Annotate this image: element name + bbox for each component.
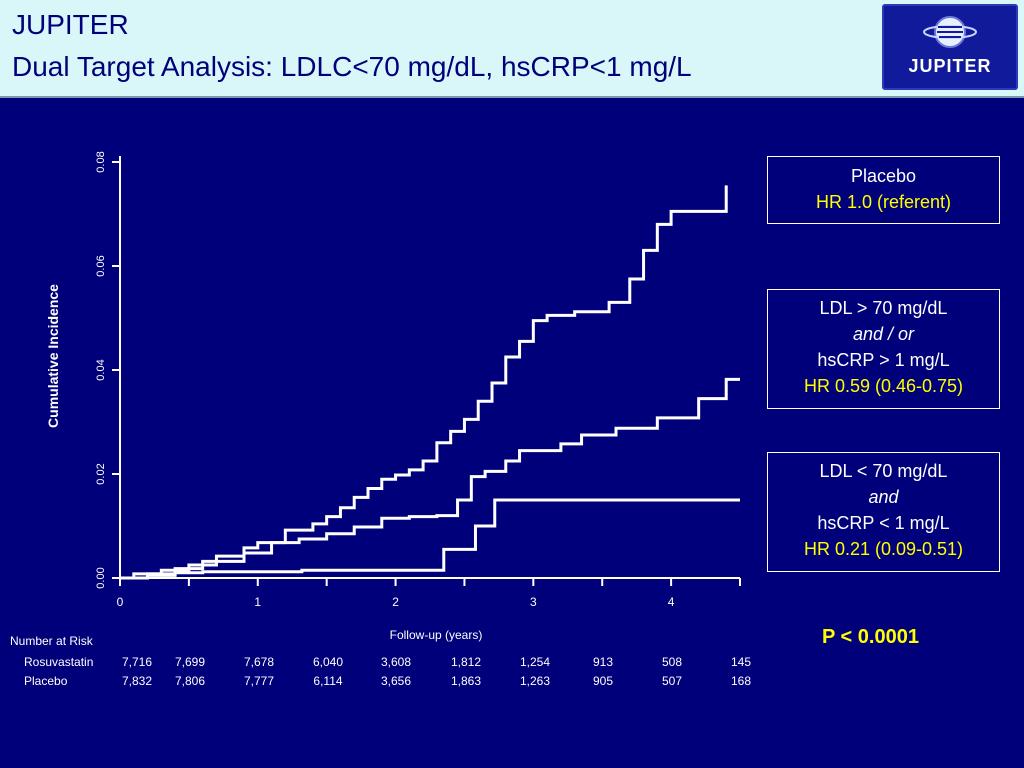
risk-cell: 6,114 (313, 674, 342, 688)
x-tick-label: 4 (668, 595, 675, 609)
y-tick-label: 0.08 (95, 151, 107, 172)
risk-cell: 7,777 (244, 674, 274, 688)
risk-cell: 905 (593, 674, 613, 688)
risk-cell: 7,716 (122, 655, 152, 669)
risk-cell: 508 (662, 655, 682, 669)
logo-text: JUPITER (908, 56, 992, 76)
jupiter-logo: JUPITER (882, 4, 1018, 90)
risk-row-label: Placebo (24, 674, 68, 688)
risk-cell: 1,263 (520, 674, 550, 688)
legend-ldl-low-line1: LDL < 70 mg/dL (819, 461, 948, 481)
number-at-risk-table: Number at Risk Rosuvastatin 7,716 7,699 7,67… (10, 634, 751, 688)
kaplan-meier-chart: 0 1 2 3 4 0.00 0.02 0.04 0.06 0.08 Cumulative Inc… (10, 151, 751, 688)
legend-placebo: Placebo HR 1.0 (referent) (767, 156, 1000, 224)
risk-cell: 145 (731, 655, 751, 669)
slide-subtitle: Dual Target Analysis: LDLC<70 mg/dL, hsC… (12, 51, 692, 82)
risk-cell: 7,678 (244, 655, 274, 669)
risk-cell: 507 (662, 674, 682, 688)
legend-ldl-high: LDL > 70 mg/dL and / or hsCRP > 1 mg/L H… (767, 289, 1000, 409)
title-bar: JUPITER Dual Target Analysis: LDLC<70 mg… (0, 0, 1024, 98)
legend-placebo-label: Placebo (850, 166, 917, 186)
x-axis-label: Follow-up (years) (390, 628, 483, 642)
y-tick-label: 0.00 (95, 567, 107, 588)
x-tick-label: 2 (392, 595, 399, 609)
jupiter-planet-logo-icon (923, 16, 977, 48)
legend-ldl-low-conj: and (868, 487, 899, 507)
risk-cell: 168 (731, 674, 751, 688)
series-layer (120, 185, 740, 580)
p-value: P < 0.0001 (822, 626, 919, 648)
series-ldl-low-line (120, 498, 740, 580)
risk-cell: 3,608 (381, 655, 411, 669)
risk-cell: 1,812 (451, 655, 481, 669)
risk-cell: 7,806 (175, 674, 205, 688)
risk-cell: 6,040 (313, 655, 343, 669)
risk-cell: 7,699 (175, 655, 205, 669)
risk-row-label: Rosuvastatin (24, 655, 93, 669)
slide-title: JUPITER (12, 9, 129, 40)
legend-ldl-high-conj: and / or (852, 324, 915, 344)
series-ldl-high-line (120, 377, 740, 580)
x-tick-label: 1 (254, 595, 261, 609)
y-tick-label: 0.04 (95, 359, 107, 380)
risk-cell: 7,832 (122, 674, 152, 688)
x-tick-label: 0 (117, 595, 124, 609)
y-tick-label: 0.06 (95, 255, 107, 276)
y-axis-label: Cumulative Incidence (45, 284, 61, 428)
legend-ldl-high-hr: HR 0.59 (0.46-0.75) (803, 376, 964, 396)
legend-ldl-high-line3: hsCRP > 1 mg/L (817, 350, 950, 370)
chart-axes: 0 1 2 3 4 0.00 0.02 0.04 0.06 0.08 (95, 151, 741, 609)
risk-cell: 3,656 (381, 674, 411, 688)
risk-cell: 1,863 (451, 674, 481, 688)
legend-ldl-low: LDL < 70 mg/dL and hsCRP < 1 mg/L HR 0.2… (767, 452, 1000, 572)
risk-cell: 1,254 (520, 655, 550, 669)
legend-placebo-hr: HR 1.0 (referent) (815, 192, 952, 212)
legend-ldl-low-hr: HR 0.21 (0.09-0.51) (803, 539, 964, 559)
legend-ldl-high-line1: LDL > 70 mg/dL (819, 298, 948, 318)
risk-cell: 913 (593, 655, 613, 669)
series-placebo-line (120, 185, 728, 580)
legend-ldl-low-line3: hsCRP < 1 mg/L (817, 513, 950, 533)
x-tick-label: 3 (530, 595, 537, 609)
y-tick-label: 0.02 (95, 463, 107, 484)
risk-table-title: Number at Risk (10, 634, 94, 648)
